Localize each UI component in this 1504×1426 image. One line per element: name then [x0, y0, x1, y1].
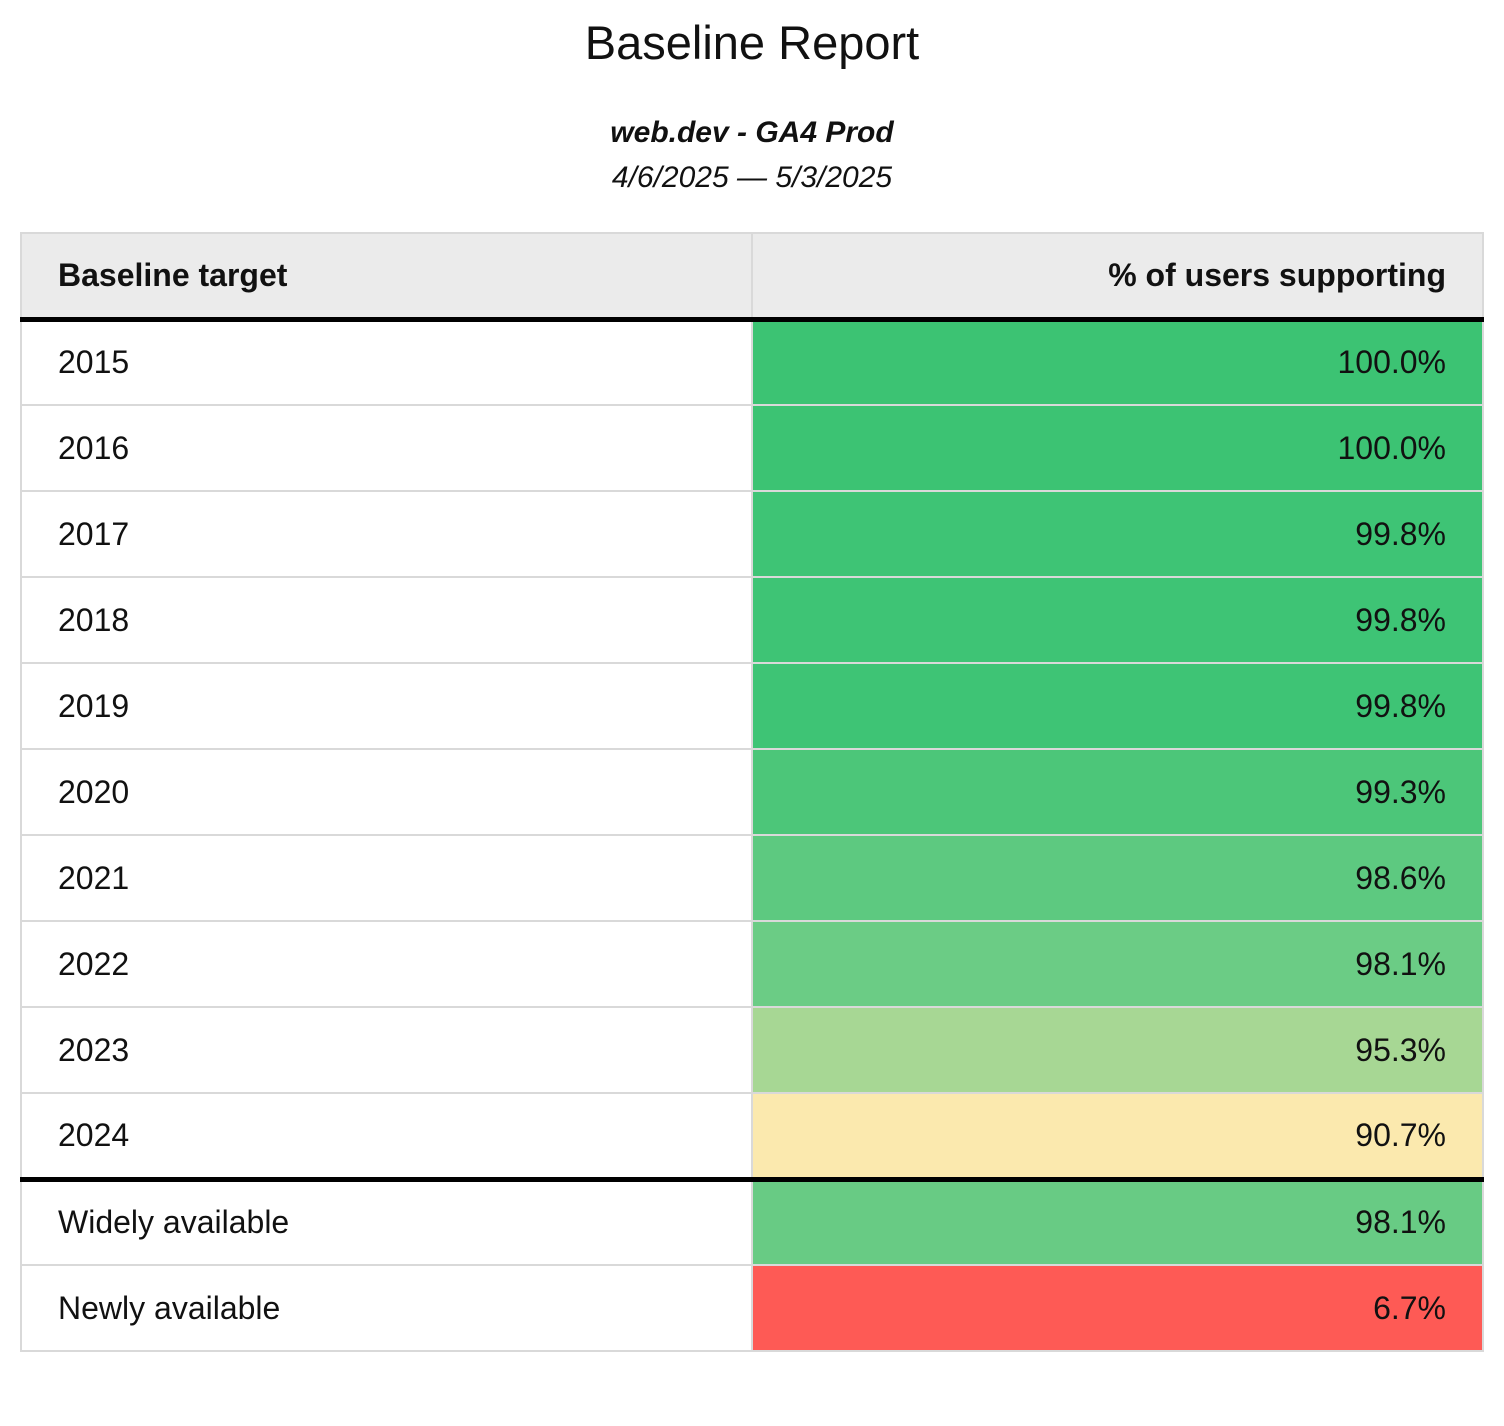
- baseline-target-cell: 2016: [20, 404, 753, 493]
- baseline-target-cell: 2018: [20, 576, 753, 665]
- table-row: 2016 100.0%: [20, 404, 1484, 493]
- baseline-table: Baseline target % of users supporting 20…: [20, 232, 1484, 1353]
- table-row-widely-available: Widely available 98.1%: [20, 1176, 1484, 1267]
- table-row: 2019 99.8%: [20, 662, 1484, 751]
- percent-cell: 98.1%: [751, 920, 1484, 1009]
- table-row: 2015 100.0%: [20, 318, 1484, 407]
- baseline-target-cell: 2021: [20, 834, 753, 923]
- baseline-target-cell: 2017: [20, 490, 753, 579]
- percent-cell: 98.1%: [751, 1176, 1484, 1267]
- percent-cell: 99.8%: [751, 662, 1484, 751]
- baseline-target-cell: 2024: [20, 1092, 753, 1181]
- percent-cell: 99.3%: [751, 748, 1484, 837]
- percent-cell: 95.3%: [751, 1006, 1484, 1095]
- page-title: Baseline Report: [584, 16, 920, 69]
- table-row: 2023 95.3%: [20, 1006, 1484, 1095]
- percent-cell: 6.7%: [751, 1264, 1484, 1353]
- table-row: 2022 98.1%: [20, 920, 1484, 1009]
- baseline-target-cell: Widely available: [20, 1176, 753, 1267]
- column-header-baseline-target: Baseline target: [20, 232, 753, 322]
- baseline-target-cell: 2015: [20, 318, 753, 407]
- table-row: 2021 98.6%: [20, 834, 1484, 923]
- report-date-range: 4/6/2025 — 5/3/2025: [611, 161, 893, 195]
- percent-cell: 100.0%: [751, 318, 1484, 407]
- baseline-target-cell: 2022: [20, 920, 753, 1009]
- table-row: 2018 99.8%: [20, 576, 1484, 665]
- percent-cell: 99.8%: [751, 576, 1484, 665]
- percent-cell: 98.6%: [751, 834, 1484, 923]
- table-row: 2017 99.8%: [20, 490, 1484, 579]
- table-header-row: Baseline target % of users supporting: [20, 232, 1484, 322]
- percent-cell: 90.7%: [751, 1092, 1484, 1181]
- table-row-newly-available: Newly available 6.7%: [20, 1264, 1484, 1353]
- table-row: 2024 90.7%: [20, 1092, 1484, 1181]
- baseline-target-cell: 2020: [20, 748, 753, 837]
- percent-cell: 99.8%: [751, 490, 1484, 579]
- percent-cell: 100.0%: [751, 404, 1484, 493]
- baseline-target-cell: 2023: [20, 1006, 753, 1095]
- baseline-target-cell: 2019: [20, 662, 753, 751]
- column-header-percent-supporting: % of users supporting: [751, 232, 1484, 322]
- baseline-target-cell: Newly available: [20, 1264, 753, 1353]
- table-row: 2020 99.3%: [20, 748, 1484, 837]
- report-subtitle: web.dev - GA4 Prod: [610, 116, 894, 150]
